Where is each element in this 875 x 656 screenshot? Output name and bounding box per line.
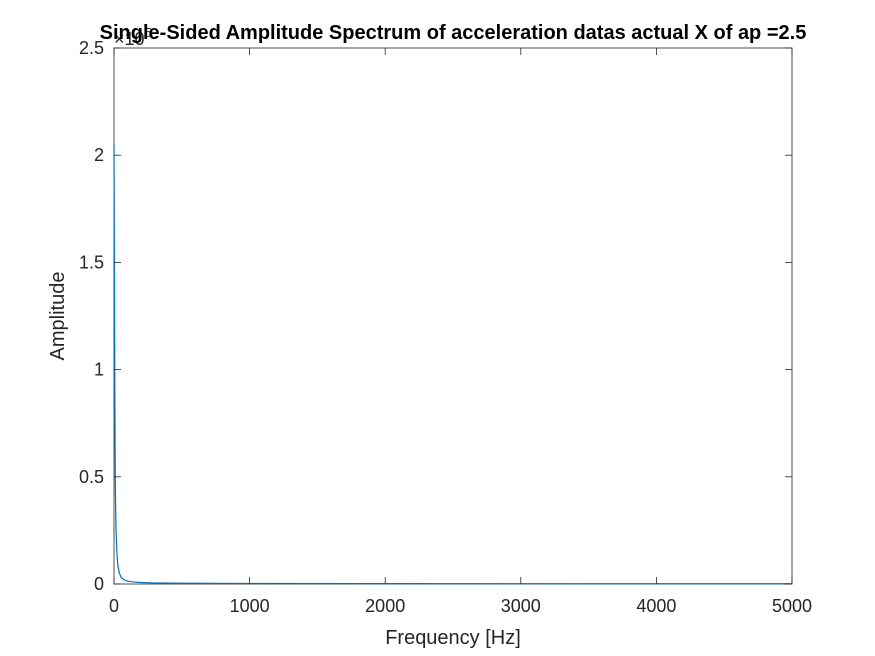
- y-axis-exponent-base: ×10: [114, 29, 145, 49]
- y-axis-ticks: 0 0.5 1 1.5 2 2.5: [79, 38, 792, 594]
- plot-area: 0 1000 2000 3000 4000 5000 0 0.5 1 1.5 2 2.5: [79, 38, 812, 616]
- x-axis-ticks: 0 1000 2000 3000 4000 5000: [109, 48, 812, 616]
- y-tick-label: 1: [94, 360, 104, 380]
- y-tick-label: 0.5: [79, 467, 104, 487]
- y-tick-label: 1.5: [79, 252, 104, 272]
- y-tick-label: 2.5: [79, 38, 104, 58]
- axes-box: [113, 47, 793, 585]
- chart-title: Single-Sided Amplitude Spectrum of accel…: [100, 22, 807, 44]
- y-tick-label: 2: [94, 145, 104, 165]
- spectrum-line: [113, 144, 793, 585]
- y-axis-label: Amplitude: [47, 272, 69, 361]
- series-layer: [113, 144, 793, 585]
- x-tick-label: 0: [109, 596, 119, 616]
- y-axis-exponent: ×105: [114, 25, 152, 49]
- x-tick-label: 4000: [636, 596, 676, 616]
- y-axis-exponent-power: 5: [145, 25, 152, 40]
- x-axis-label: Frequency [Hz]: [385, 627, 521, 649]
- x-tick-label: 3000: [501, 596, 541, 616]
- x-tick-label: 2000: [365, 596, 405, 616]
- x-tick-label: 5000: [772, 596, 812, 616]
- x-tick-label: 1000: [230, 596, 270, 616]
- y-tick-label: 0: [94, 574, 104, 594]
